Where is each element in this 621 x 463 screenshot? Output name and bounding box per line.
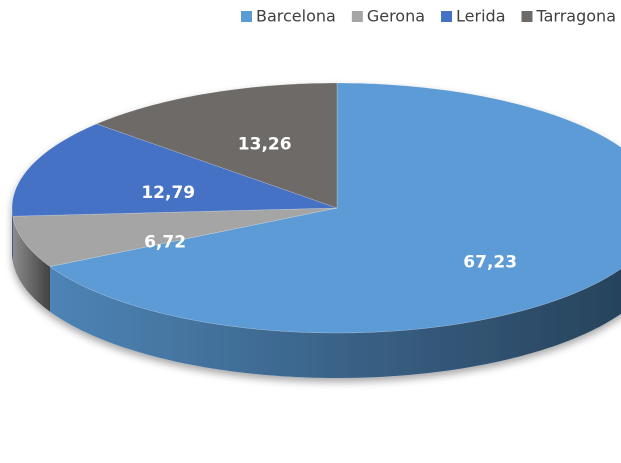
data-label: 67,23 — [463, 253, 517, 273]
legend: Barcelona Gerona Lerida Tarragona — [241, 7, 616, 26]
data-label: 12,79 — [141, 183, 195, 203]
legend-label: Gerona — [367, 7, 425, 26]
legend-label: Tarragona — [536, 7, 617, 26]
slice-side-shade — [12, 216, 50, 312]
legend-label: Lerida — [456, 7, 505, 26]
slice-side-shade — [12, 208, 13, 262]
data-label: 6,72 — [144, 233, 186, 253]
legend-label: Barcelona — [256, 7, 336, 26]
slice — [49, 82, 621, 334]
slice — [11, 123, 338, 217]
legend-swatch — [241, 11, 252, 22]
slice-side-shade — [50, 266, 621, 378]
legend-swatch — [521, 11, 533, 22]
pie — [11, 82, 621, 378]
legend-swatch — [441, 11, 453, 22]
legend-swatch — [351, 11, 363, 22]
slice — [12, 207, 338, 267]
slice — [95, 82, 338, 209]
data-label: 13,26 — [238, 135, 292, 155]
